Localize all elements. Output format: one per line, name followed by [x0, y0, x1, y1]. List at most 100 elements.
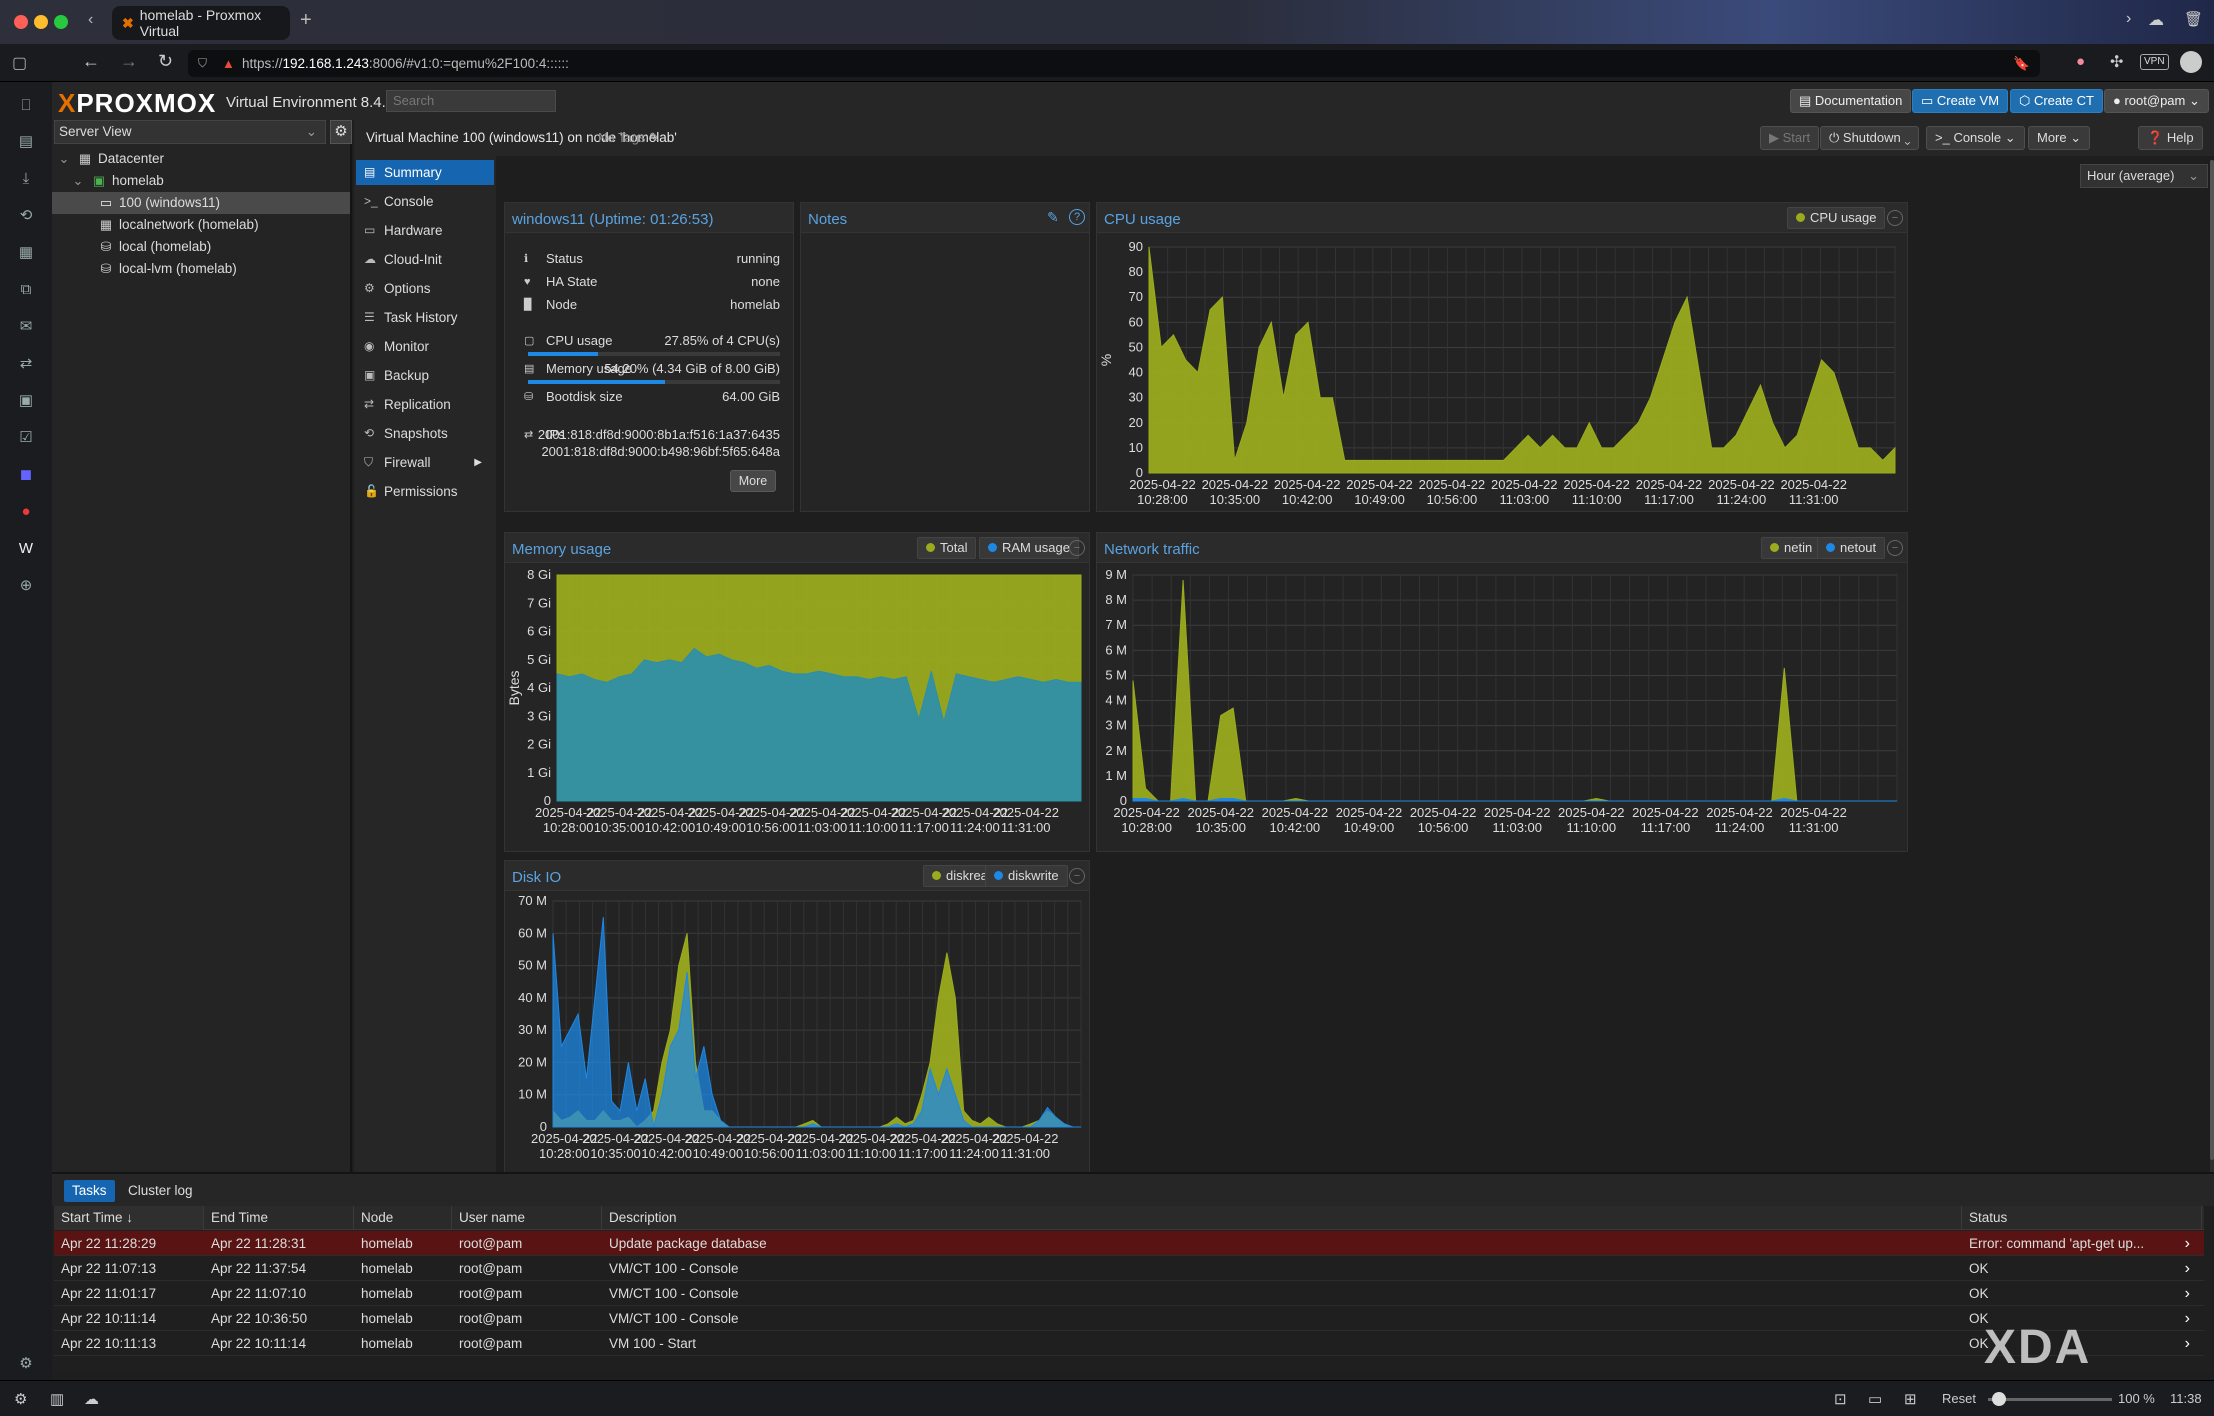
tab-back-icon[interactable]: ‹: [88, 11, 94, 28]
puzzle-icon[interactable]: ✣: [2110, 54, 2124, 71]
open-task-icon[interactable]: ›: [2184, 1260, 2190, 1277]
tab-hardware[interactable]: ▭ Hardware: [356, 218, 494, 243]
calendar-icon[interactable]: ▣: [18, 392, 34, 409]
extension-icon[interactable]: ●: [2076, 53, 2086, 70]
column-description[interactable]: Description: [602, 1206, 1962, 1230]
column-node[interactable]: Node: [354, 1206, 452, 1230]
tasks-icon[interactable]: ☑: [19, 429, 33, 446]
page-actions-icon[interactable]: ⊞: [1904, 1391, 1917, 1408]
settings-icon[interactable]: ⚙: [14, 1391, 28, 1408]
panel-toggle-icon[interactable]: ▥: [50, 1391, 65, 1408]
vpn-badge[interactable]: VPN: [2140, 54, 2169, 70]
tree-node-homelab[interactable]: ⌄ ▣ homelab: [70, 170, 350, 192]
tree-gear-button[interactable]: ⚙: [330, 120, 352, 144]
tree-vm-100[interactable]: ▭ 100 (windows11): [52, 192, 350, 214]
cloud-sync-icon[interactable]: ☁: [84, 1391, 99, 1408]
column-start-time[interactable]: Start Time ↓: [54, 1206, 204, 1230]
tab-options[interactable]: ⚙ Options: [356, 276, 494, 301]
minimize-window-button[interactable]: [34, 15, 48, 29]
reset-zoom-icon[interactable]: −: [1069, 868, 1085, 884]
sync-icon[interactable]: ⇄: [19, 355, 33, 372]
timeframe-select[interactable]: Hour (average) ⌄: [2080, 164, 2208, 188]
tab-monitor[interactable]: ◉ Monitor: [356, 334, 494, 359]
add-panel-icon[interactable]: ⊕: [19, 577, 33, 594]
create-vm-button[interactable]: ▭ Create VM: [1912, 89, 2009, 113]
tab-replication[interactable]: ⇄ Replication: [356, 392, 494, 417]
help-circle-icon[interactable]: ?: [1069, 209, 1085, 225]
vivaldi-icon[interactable]: ●: [21, 503, 31, 520]
table-row[interactable]: Apr 22 11:28:29 Apr 22 11:28:31 homelab roo…: [54, 1231, 2204, 1256]
reset-zoom-icon[interactable]: −: [1069, 540, 1085, 556]
legend-netout[interactable]: netout: [1817, 537, 1886, 559]
edit-icon[interactable]: ✎: [1047, 209, 1059, 225]
mail-icon[interactable]: ✉: [19, 318, 33, 335]
reading-list-icon[interactable]: ▤: [18, 133, 34, 150]
table-row[interactable]: Apr 22 11:01:17 Apr 22 11:07:10 homelab roo…: [54, 1281, 2204, 1306]
bookmarks-icon[interactable]: ⎕: [21, 97, 31, 114]
zoom-slider[interactable]: [1988, 1392, 2112, 1406]
legend-netin[interactable]: netin: [1761, 537, 1822, 559]
tab-firewall[interactable]: ⛉ Firewall ▶: [356, 450, 494, 475]
zoom-window-button[interactable]: [54, 15, 68, 29]
legend-cpu-usage[interactable]: CPU usage: [1787, 207, 1886, 229]
table-row[interactable]: Apr 22 10:11:13 Apr 22 10:11:14 homelab roo…: [54, 1331, 2204, 1356]
reload-icon[interactable]: ↻: [158, 51, 174, 71]
browser-tab[interactable]: ✖ homelab - Proxmox Virtual: [112, 6, 290, 40]
tab-backup[interactable]: ▣ Backup: [356, 363, 494, 388]
tab-summary[interactable]: ▤ Summary: [356, 160, 494, 185]
open-task-icon[interactable]: ›: [2184, 1335, 2190, 1352]
zoom-reset-button[interactable]: Reset: [1942, 1391, 1976, 1406]
column-status[interactable]: Status: [1962, 1206, 2202, 1230]
reset-zoom-icon[interactable]: −: [1887, 540, 1903, 556]
capture-icon[interactable]: ⊡: [1834, 1391, 1847, 1408]
mastodon-icon[interactable]: ◼: [19, 466, 33, 483]
legend-diskwrite[interactable]: diskwrite: [985, 865, 1068, 887]
help-button[interactable]: ❓ Help: [2138, 126, 2203, 150]
table-row[interactable]: Apr 22 10:11:14 Apr 22 10:36:50 homelab roo…: [54, 1306, 2204, 1331]
view-selector[interactable]: Server View ⌄: [54, 120, 326, 144]
legend-ram-usage[interactable]: RAM usage: [979, 537, 1079, 559]
close-window-button[interactable]: [14, 15, 28, 29]
tab-cloud-init[interactable]: ☁ Cloud-Init: [356, 247, 494, 272]
settings-icon[interactable]: ⚙: [19, 1355, 33, 1372]
more-button[interactable]: More ⌄: [2028, 126, 2091, 150]
column-user-name[interactable]: User name: [452, 1206, 602, 1230]
notes-icon[interactable]: ▦: [18, 244, 34, 261]
tab-tasks[interactable]: Tasks: [64, 1180, 115, 1202]
open-task-icon[interactable]: ›: [2184, 1285, 2190, 1302]
content-scrollbar[interactable]: [2210, 160, 2214, 1210]
tab-snapshots[interactable]: ⟲ Snapshots: [356, 421, 494, 446]
tab-console[interactable]: >_ Console: [356, 189, 494, 214]
start-button[interactable]: ▶ Start: [1760, 126, 1820, 150]
tiling-icon[interactable]: ▭: [1868, 1391, 1883, 1408]
ips-more-button[interactable]: More: [730, 470, 776, 492]
translate-icon[interactable]: ⧉: [20, 281, 32, 298]
console-button[interactable]: >_ Console ⌄: [1926, 126, 2025, 150]
column-end-time[interactable]: End Time: [204, 1206, 354, 1230]
tree-local-storage[interactable]: ⛁ local (homelab): [98, 236, 212, 258]
tree-local-lvm[interactable]: ⛁ local-lvm (homelab): [98, 258, 237, 280]
tab-forward-icon[interactable]: ›: [2126, 10, 2132, 27]
tree-localnetwork[interactable]: ▦ localnetwork (homelab): [98, 214, 259, 236]
back-icon[interactable]: ←: [82, 51, 100, 71]
tags-editor[interactable]: No Tags ✎: [598, 130, 660, 145]
open-task-icon[interactable]: ›: [2184, 1235, 2190, 1252]
legend-diskread[interactable]: diskread: [923, 865, 1005, 887]
forward-icon[interactable]: →: [120, 51, 138, 71]
new-tab-icon[interactable]: +: [300, 9, 312, 31]
cloud-icon[interactable]: ☁: [2148, 12, 2164, 29]
create-ct-button[interactable]: ⬡ Create CT: [2010, 89, 2103, 113]
trash-icon[interactable]: 🗑: [2184, 11, 2204, 28]
tab-cluster-log[interactable]: Cluster log: [128, 1183, 193, 1198]
shutdown-button[interactable]: ⏻ Shutdown ⌄: [1820, 126, 1920, 150]
table-row[interactable]: Apr 22 11:07:13 Apr 22 11:37:54 homelab roo…: [54, 1256, 2204, 1281]
reset-zoom-icon[interactable]: −: [1887, 210, 1903, 226]
profile-avatar[interactable]: [2180, 51, 2202, 73]
downloads-icon[interactable]: ⤓: [22, 170, 30, 187]
documentation-button[interactable]: ▤ Documentation: [1790, 89, 1912, 113]
legend-total[interactable]: Total: [917, 537, 977, 559]
wikipedia-icon[interactable]: W: [18, 540, 34, 557]
open-task-icon[interactable]: ›: [2184, 1310, 2190, 1327]
sidebar-toggle-icon[interactable]: ▢: [12, 55, 28, 72]
bookmark-icon[interactable]: 🔖: [2013, 56, 2030, 71]
